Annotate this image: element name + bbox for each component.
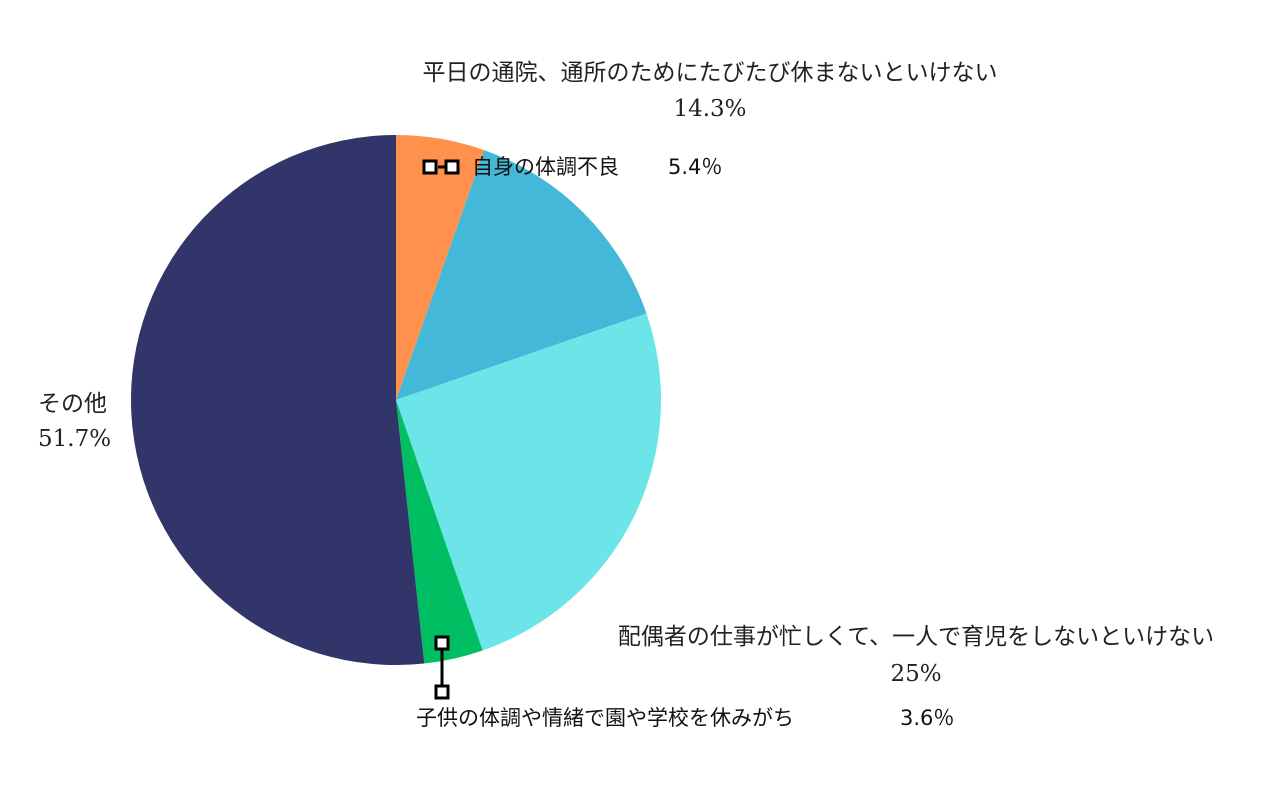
value-heijitsu: 14.3% <box>673 96 746 122</box>
value-sonota: 51.7% <box>38 426 111 452</box>
slice-kodomo <box>396 400 483 664</box>
slice-haigusha <box>396 313 661 651</box>
connector-kodomo <box>434 635 450 700</box>
value-jisin: 5.4％ <box>668 155 722 179</box>
connector-jisin <box>422 159 460 175</box>
label-sonota: その他 <box>38 391 107 417</box>
value-haigusha: 25% <box>890 661 941 687</box>
label-heijitsu: 平日の通院、通所のためにたびたび休まないといけない <box>423 60 998 86</box>
slice-jisin <box>396 135 485 400</box>
slice-heijitsu <box>396 150 647 400</box>
label-jisin: 自身の体調不良 <box>472 155 619 179</box>
value-kodomo: 3.6％ <box>900 706 954 730</box>
label-kodomo: 子供の体調や情緒で園や学校を休みがち <box>416 706 794 730</box>
label-haigusha: 配偶者の仕事が忙しくて、一人で育児をしないといけない <box>618 624 1214 650</box>
slice-sonota <box>131 135 425 665</box>
pie-slices <box>131 135 661 665</box>
